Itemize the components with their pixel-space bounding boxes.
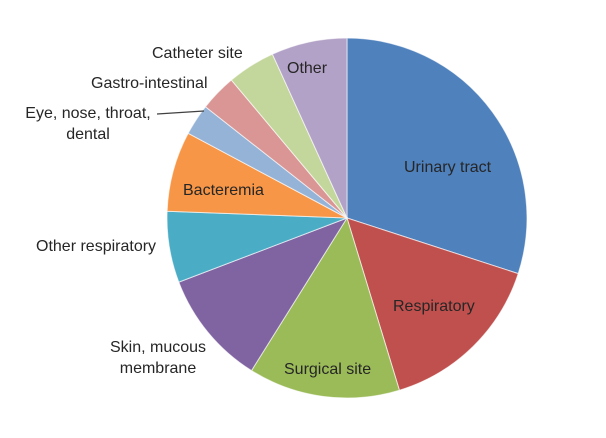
pie-slice-respiratory xyxy=(346,217,519,391)
pie-slice-surgical-site xyxy=(250,216,401,399)
leader-line xyxy=(156,110,205,115)
pie-slices-group xyxy=(166,37,528,399)
pie-slice-urinary-tract xyxy=(346,37,528,275)
pie-slice-other xyxy=(271,37,348,219)
pie-slice-skin-mucous-membrane xyxy=(178,217,349,372)
